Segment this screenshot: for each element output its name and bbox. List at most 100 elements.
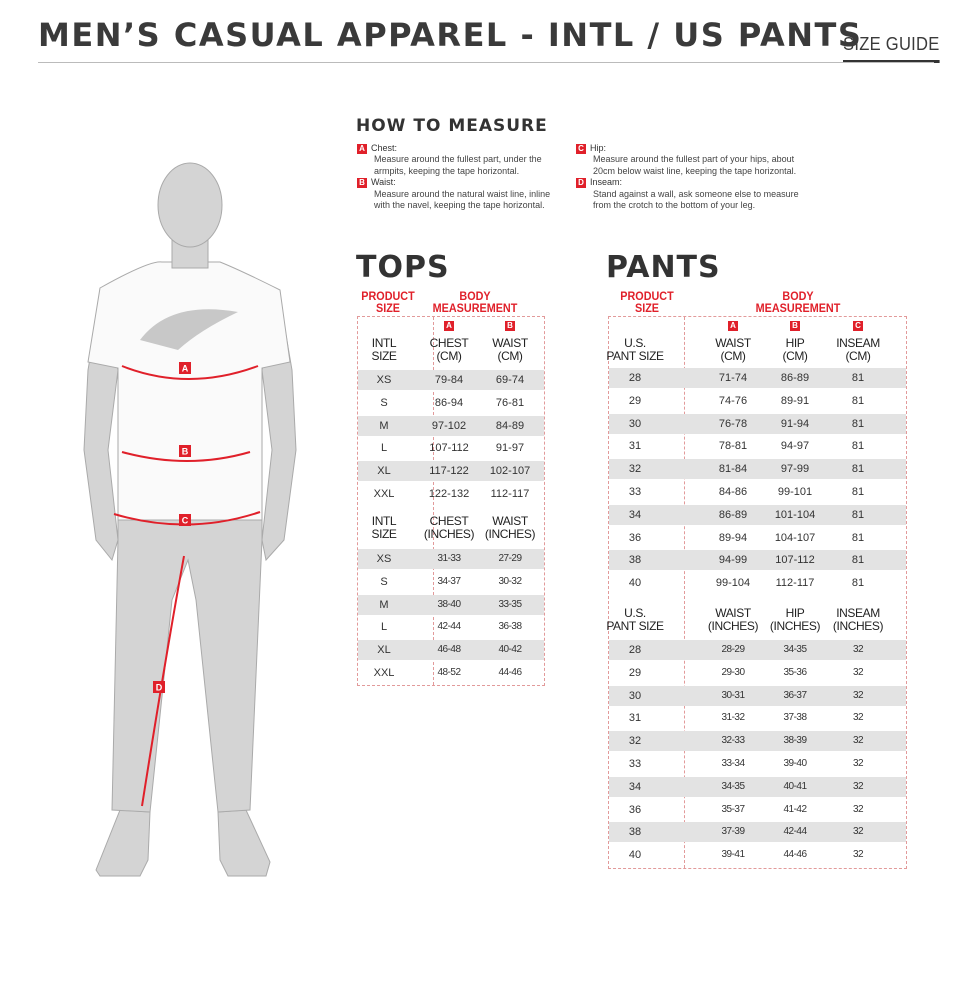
badge-d: D (576, 177, 586, 188)
measure-item-description: Measure around the fullest part of your … (593, 154, 797, 176)
tops-cell: 117-122 (429, 465, 469, 478)
pants-inches-row: 33 33-34 39-40 32 (609, 754, 906, 774)
pants-cell: 81 (851, 486, 865, 498)
tops-product-size-header: PRODUCT SIZE (361, 289, 415, 315)
tops-cell: L (380, 442, 388, 455)
pants-cell: 39-40 (783, 758, 807, 769)
pants-cell: 28 (628, 372, 642, 384)
pants-cell: 29 (628, 666, 642, 679)
tops-cell: 42-44 (437, 621, 461, 633)
badge-c: C (853, 321, 863, 331)
tops-cell: XL (377, 465, 391, 478)
tops-cm-header: INTL SIZE (371, 336, 397, 363)
waist-measure-line (121, 451, 251, 462)
tops-cell: 86-94 (434, 396, 464, 409)
tops-cm-row: S 86-94 76-81 (358, 393, 544, 413)
pants-cell: 35-37 (721, 803, 745, 815)
tops-cell: 91-97 (495, 442, 525, 455)
pants-cell: 32 (852, 712, 864, 724)
tops-cell: 48-52 (437, 667, 461, 678)
pants-inches-row: 30 30-31 36-37 32 (609, 685, 906, 706)
pants-inches-row: 40 39-41 44-46 32 (609, 845, 906, 865)
tops-cell: XS (376, 553, 392, 565)
pants-cell: 81 (851, 554, 865, 567)
tops-cm-row: XS 79-84 69-74 (358, 370, 544, 390)
pants-cell: 28 (628, 644, 642, 656)
pants-cell: 29 (628, 394, 642, 407)
pants-inches-header: HIP (INCHES) (769, 606, 821, 633)
measure-item-heading: D Inseam: (576, 177, 801, 188)
pants-cell: 84-86 (718, 486, 748, 498)
pants-cell: 91-94 (780, 417, 810, 430)
pants-cell: 89-91 (780, 394, 810, 407)
pants-cell: 32 (852, 735, 864, 747)
pants-cell: 86-89 (718, 508, 748, 521)
tops-cell: 31-33 (437, 553, 461, 564)
pants-cell: 33 (628, 486, 642, 498)
pants-cm-row: 32 81-84 97-99 81 (609, 459, 906, 480)
tops-body-measurement-header: BODY MEASUREMENT (432, 289, 518, 315)
pants-cell: 81-84 (718, 463, 748, 476)
measure-item: D Inseam: Stand against a wall, ask someon… (576, 177, 801, 211)
badge-b: B (790, 321, 800, 331)
tops-cell: XXL (373, 488, 395, 500)
pants-cell: 32 (852, 849, 864, 861)
tshirt-shape (87, 261, 291, 521)
pants-cm-row: 36 89-94 104-107 81 (609, 528, 906, 548)
tops-cell: 79-84 (434, 374, 464, 386)
pants-inches-row: 28 28-29 34-35 32 (609, 640, 906, 660)
tops-cm-row: XXL 122-132 112-117 (358, 484, 544, 504)
tops-cm-header: CHEST (CM) (429, 336, 469, 363)
pants-cm-header: U.S. PANT SIZE (606, 336, 664, 363)
pants-cm-header: HIP (CM) (782, 336, 808, 363)
tops-cell: 36-38 (498, 621, 522, 633)
marker-b: B (182, 447, 189, 457)
pants-cell: 97-99 (780, 463, 810, 476)
pants-cm-row: 28 71-74 86-89 81 (609, 368, 906, 388)
pants-cell: 42-44 (783, 826, 807, 838)
pants-cell: 31 (628, 712, 642, 725)
tops-cell: S (380, 575, 388, 588)
pants-cell: 40-41 (783, 780, 807, 792)
measure-item-heading: A Chest: (357, 143, 562, 154)
pants-cell: 32 (852, 826, 864, 838)
pants-cell: 40 (628, 849, 642, 862)
tops-cell: 30-32 (498, 575, 522, 587)
badge-a: A (444, 321, 454, 331)
pants-cell: 32-33 (721, 735, 745, 747)
pants-cell: 41-42 (783, 803, 807, 815)
pants-cell: 81 (851, 394, 865, 407)
measure-item-description: Measure around the natural waist line, i… (374, 188, 551, 211)
pants-cm-header: WAIST (CM) (715, 336, 751, 363)
pants-inches-header: U.S. PANT SIZE (606, 606, 664, 633)
pants-inches-row: 36 35-37 41-42 32 (609, 800, 906, 820)
tops-cell: 107-112 (429, 442, 469, 455)
pants-cell: 32 (852, 666, 864, 678)
tops-cell: 112-117 (490, 488, 530, 500)
tops-cell: 44-46 (498, 667, 522, 678)
pants-cell: 34-35 (721, 780, 745, 792)
pants-inches-row: 34 34-35 40-41 32 (609, 776, 906, 797)
logo-graphic (140, 309, 238, 350)
pants-cell: 33 (628, 758, 642, 770)
pants-cell: 34-35 (783, 644, 807, 655)
pants-cell: 81 (851, 372, 865, 384)
right-shoe (217, 809, 271, 877)
measure-item-label: Inseam: (590, 177, 623, 188)
tops-cell: 38-40 (437, 598, 461, 610)
tops-cell: L (380, 621, 388, 634)
header-divider (38, 62, 934, 63)
tops-cell: 69-74 (495, 374, 525, 386)
model-figure: A B C D (83, 162, 297, 877)
tops-cell: 122-132 (428, 488, 470, 500)
pants-cell: 81 (851, 417, 865, 430)
pants-cell: 81 (851, 508, 865, 521)
pants-cell: 81 (851, 440, 865, 453)
pants-inches-row: 29 29-30 35-36 32 (609, 663, 906, 683)
pants-cell: 99-104 (715, 577, 751, 590)
inseam-measure-line (141, 555, 185, 807)
pants-cell: 86-89 (780, 372, 810, 384)
tops-inches-row: XS 31-33 27-29 (358, 549, 544, 569)
pants-cell: 36-37 (783, 689, 807, 701)
pants-cell: 29-30 (721, 666, 745, 678)
